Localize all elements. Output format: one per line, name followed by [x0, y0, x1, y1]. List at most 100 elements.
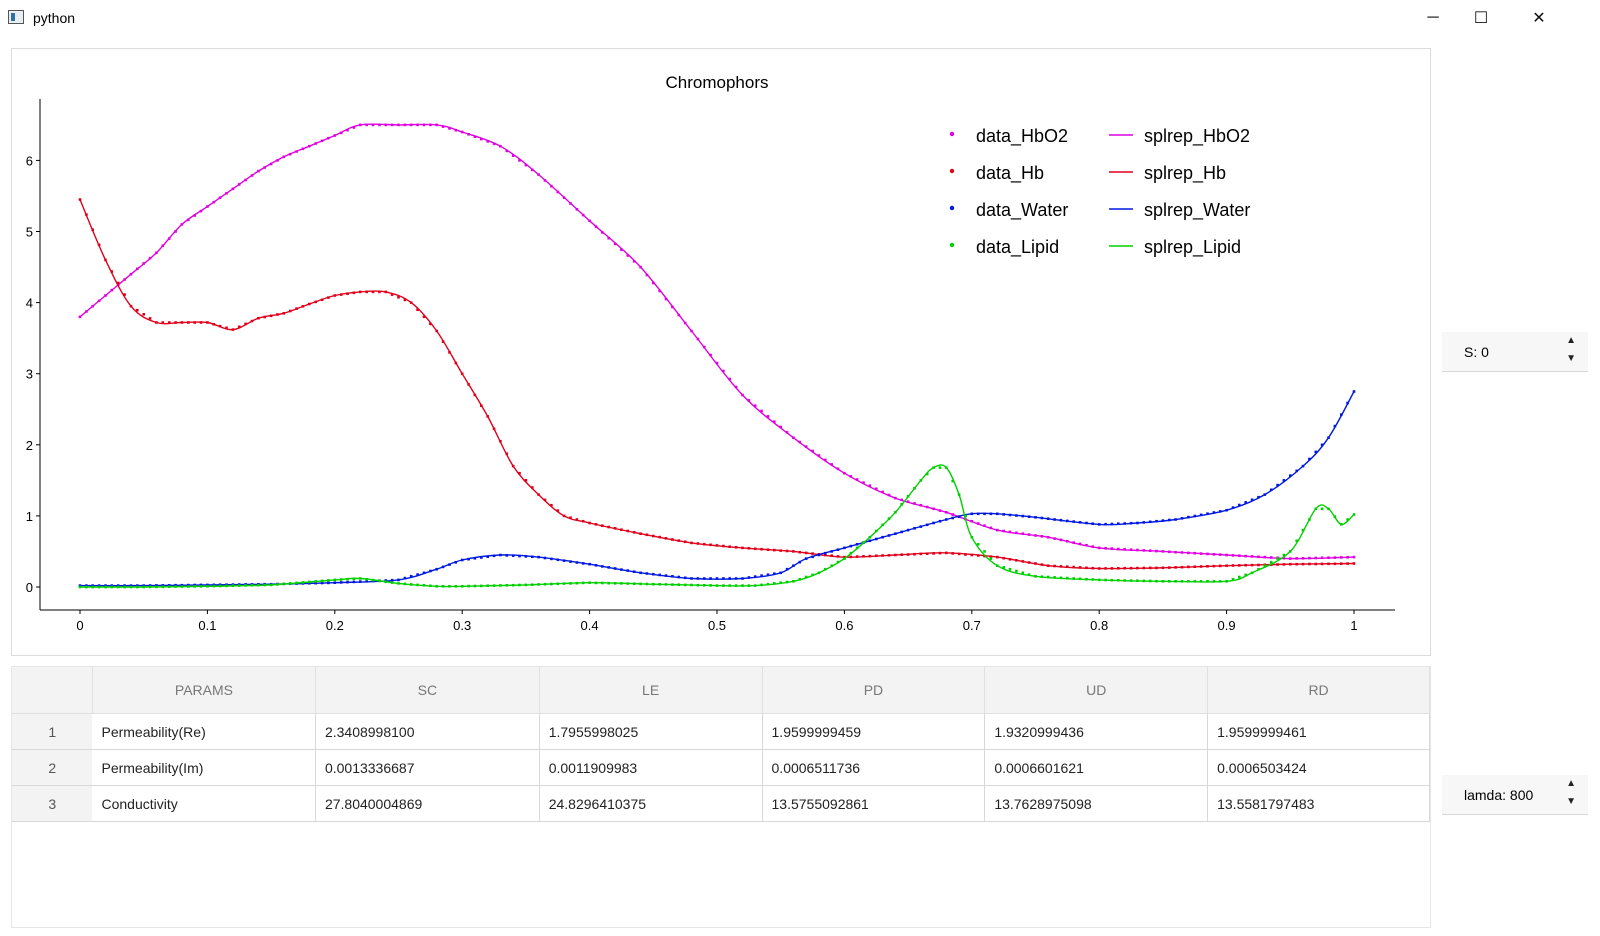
data-point-hbo2	[760, 409, 763, 413]
close-button[interactable]: ✕	[1532, 10, 1546, 27]
table-cell[interactable]: 0.0006511736	[762, 749, 986, 786]
data-point-lipid	[677, 583, 681, 586]
data-point-hbo2	[766, 415, 770, 418]
data-point-hb	[601, 524, 604, 527]
data-point-lipid	[1320, 507, 1324, 511]
data-point-hb	[1072, 565, 1075, 569]
s-spinbox[interactable]: S: 0 ▲ ▼	[1442, 332, 1588, 372]
data-point-hb	[1295, 562, 1298, 566]
data-point-water	[1352, 390, 1356, 393]
data-point-lipid	[454, 585, 458, 588]
table-cell[interactable]: 13.5581797483	[1207, 785, 1430, 822]
table-cell[interactable]: 13.7628975098	[984, 785, 1209, 822]
data-point-lipid	[728, 584, 731, 587]
data-point-hb	[1206, 565, 1209, 568]
data-point-hbo2	[314, 142, 317, 145]
data-point-hbo2	[129, 272, 133, 276]
data-point-hb	[734, 546, 738, 549]
data-point-hbo2	[1034, 534, 1037, 537]
table-cell[interactable]: 13.5755092861	[762, 785, 986, 822]
data-point-hb	[346, 292, 349, 295]
data-point-hb	[785, 549, 789, 553]
data-point-lipid	[486, 584, 489, 587]
data-point-hbo2	[855, 478, 859, 481]
row-header[interactable]: 3	[12, 785, 93, 822]
data-point-hb	[945, 551, 948, 555]
column-header-rd[interactable]: RD	[1207, 667, 1430, 714]
data-point-hb	[1123, 566, 1126, 570]
table-cell[interactable]: 1.9599999461	[1207, 713, 1430, 750]
data-point-hb	[505, 452, 509, 455]
table-row[interactable]: 2 Permeability(Im) 0.0013336687 0.001190…	[12, 749, 1430, 786]
data-point-hb	[881, 554, 884, 557]
data-point-lipid	[683, 583, 687, 587]
data-point-hbo2	[308, 144, 311, 148]
data-point-hb	[1212, 564, 1216, 568]
data-point-hbo2	[486, 140, 489, 143]
data-point-lipid	[371, 578, 375, 582]
data-point-hb	[652, 534, 655, 538]
data-point-water	[116, 584, 120, 587]
lamda-spinbox[interactable]: lamda: 800 ▲ ▼	[1442, 775, 1588, 815]
table-cell[interactable]: 2.3408998100	[315, 713, 540, 750]
data-point-water	[1187, 515, 1190, 519]
table-row[interactable]: 3 Conductivity 27.8040004869 24.82964103…	[12, 785, 1430, 822]
data-point-hb	[480, 404, 483, 407]
table-cell[interactable]: 1.7955998025	[539, 713, 763, 750]
table-cell[interactable]: 1.9320999436	[984, 713, 1209, 750]
table-cell[interactable]: 24.8296410375	[539, 785, 763, 822]
data-point-hb	[180, 321, 184, 324]
column-header-pd[interactable]: PD	[762, 667, 986, 714]
row-header[interactable]: 2	[12, 749, 93, 786]
data-point-lipid	[167, 585, 171, 588]
column-header-ud[interactable]: UD	[984, 667, 1209, 714]
data-point-lipid	[1155, 579, 1158, 583]
data-point-hbo2	[359, 123, 362, 127]
s-spinbox-up-arrow[interactable]: ▲	[1566, 335, 1576, 346]
table-cell[interactable]: 0.0006503424	[1207, 749, 1430, 786]
data-point-hbo2	[1021, 532, 1025, 535]
data-point-hb	[1238, 564, 1241, 567]
data-point-lipid	[1314, 507, 1318, 511]
minimize-button[interactable]: ─	[1427, 9, 1439, 26]
table-cell[interactable]: 0.0011909983	[539, 749, 763, 786]
data-point-hbo2	[1244, 554, 1247, 558]
data-point-hb	[1155, 566, 1158, 570]
column-header-params[interactable]: PARAMS	[92, 667, 316, 714]
table-corner[interactable]	[12, 667, 93, 714]
data-point-lipid	[696, 583, 700, 587]
table-cell[interactable]: Conductivity	[92, 785, 316, 822]
table-cell[interactable]: 0.0006601621	[984, 749, 1209, 786]
table-cell[interactable]: 27.8040004869	[315, 785, 540, 822]
data-point-water	[996, 512, 999, 516]
row-header[interactable]: 1	[12, 713, 93, 750]
data-point-hb	[1117, 567, 1120, 570]
maximize-button[interactable]: ☐	[1473, 10, 1489, 27]
table-cell[interactable]: 1.9599999459	[762, 713, 986, 750]
lamda-spinbox-down-arrow[interactable]: ▼	[1566, 796, 1576, 807]
lamda-spinbox-up-arrow[interactable]: ▲	[1566, 778, 1576, 789]
column-header-le[interactable]: LE	[539, 667, 763, 714]
data-point-water	[932, 521, 935, 525]
data-point-hbo2	[492, 142, 496, 146]
data-point-water	[747, 576, 751, 579]
column-header-sc[interactable]: SC	[315, 667, 540, 714]
table-row[interactable]: 1 Permeability(Re) 2.3408998100 1.795599…	[12, 713, 1430, 750]
table-cell[interactable]: 0.0013336687	[315, 749, 540, 786]
data-point-hbo2	[658, 289, 661, 293]
data-point-water	[448, 563, 451, 566]
s-spinbox-down-arrow[interactable]: ▼	[1566, 353, 1576, 364]
data-point-water	[1333, 424, 1337, 428]
table-cell[interactable]: Permeability(Im)	[92, 749, 316, 786]
data-point-hbo2	[900, 498, 903, 502]
data-point-hb	[887, 554, 891, 557]
data-point-hb	[1097, 567, 1101, 570]
data-point-hb	[320, 298, 324, 302]
data-point-hbo2	[734, 385, 738, 389]
data-point-lipid	[715, 584, 719, 587]
data-point-water	[199, 583, 203, 587]
data-point-hbo2	[422, 123, 426, 127]
table-cell[interactable]: Permeability(Re)	[92, 713, 316, 750]
data-point-hbo2	[1231, 554, 1235, 557]
data-point-lipid	[1231, 577, 1235, 581]
